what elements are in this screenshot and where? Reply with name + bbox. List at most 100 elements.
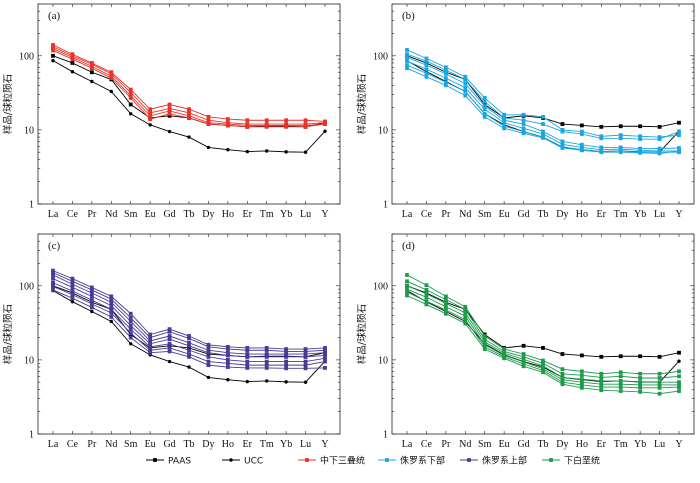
sample-series-point [245, 118, 250, 123]
sample-series-point [206, 354, 211, 359]
sample-series-point [148, 350, 153, 355]
panel-label: (a) [48, 10, 61, 22]
sample-series-point [424, 71, 429, 76]
sample-series-point [560, 380, 565, 385]
sample-series-point [109, 71, 114, 76]
sample-series-point [148, 107, 153, 112]
ucc-series-point [677, 359, 681, 363]
sample-series-point [463, 314, 468, 318]
y-tick-label: 1 [29, 430, 34, 441]
sample-series-point [70, 292, 75, 297]
sample-series-point [677, 133, 681, 138]
sample-series-point [638, 376, 643, 380]
sample-series-point [463, 93, 468, 98]
sample-series-point [677, 146, 681, 150]
sample-series-point [463, 311, 468, 315]
sample-series-point [128, 87, 133, 92]
sample-series-point [443, 308, 448, 312]
x-tick-label: Ce [421, 439, 433, 450]
sample-series-point [638, 371, 643, 376]
legend-label: UCC [244, 457, 263, 467]
chart-panel-a: (a) 1 10 100 La Ce Pr Nd Sm Eu Gd Tb Dy Ho Er Tm Yb Lu Y 样品… [2, 3, 341, 220]
sample-series-point [579, 382, 584, 387]
sample-series-point [560, 375, 565, 380]
plot-frame [391, 233, 695, 435]
y-tick-label: 10 [378, 125, 388, 136]
sample-series-point [167, 337, 172, 342]
sample-series-point [424, 56, 429, 61]
sample-series-point [245, 352, 250, 356]
sample-series-point [284, 124, 289, 129]
x-tick-label: Y [321, 209, 328, 220]
sample-series-point [638, 134, 643, 139]
sample-series-point [618, 382, 623, 387]
y-tick-label: 1 [383, 430, 388, 441]
sample-series-point [482, 111, 487, 116]
legend-label: 侏罗系下部 [400, 455, 445, 467]
sample-series-point [264, 363, 269, 368]
chart-panel-d: (d) 1 10 100 La Ce Pr Nd Sm Eu Gd Tb Dy Ho Er Tm Yb Lu Y 样品… [356, 233, 695, 450]
paas-series-point [89, 70, 94, 75]
y-tick-label: 100 [373, 281, 388, 292]
x-tick-label: Ce [421, 209, 433, 220]
sample-series-point [284, 363, 289, 368]
legend-label: 侏罗系上部 [482, 455, 527, 467]
sample-series-point [618, 133, 623, 138]
x-tick-label: Eu [145, 209, 156, 220]
sample-series-point [599, 385, 604, 389]
sample-series-point [599, 145, 604, 150]
sample-series-point [424, 288, 429, 292]
sample-series-point [579, 385, 584, 390]
sample-series-point [541, 132, 545, 136]
sample-series-point [638, 385, 643, 390]
sample-series-point [405, 55, 409, 60]
ucc-series-point [51, 58, 55, 63]
sample-series-point [109, 300, 114, 305]
sample-series-point [599, 136, 604, 141]
sample-series-point [541, 135, 545, 140]
sample-series-point [443, 83, 448, 88]
paas-series-point [541, 346, 545, 350]
x-tick-label: Er [597, 209, 607, 220]
sample-series-point [541, 122, 545, 126]
x-tick-label: Yb [280, 439, 292, 450]
x-tick-label: Er [243, 209, 253, 220]
sample-series-point [443, 80, 448, 85]
legend-marker [229, 458, 233, 462]
sample-series-point [245, 359, 250, 364]
chart-panel-c: (c) 1 10 100 La Ce Pr Nd Sm Eu Gd Tb Dy Ho Er Tm Yb Lu Y 样品… [2, 233, 341, 450]
sample-series-point [206, 344, 211, 349]
sample-series-point [70, 285, 75, 290]
x-tick-label: Eu [499, 439, 510, 450]
x-tick-label: Tb [537, 209, 548, 220]
sample-series-point [657, 135, 662, 139]
x-tick-label: Sm [124, 439, 138, 450]
sample-series-point [128, 323, 133, 328]
sample-series-point [541, 358, 545, 363]
sample-series-point [579, 148, 584, 153]
x-tick-label: La [48, 439, 59, 450]
sample-series-point [225, 350, 230, 355]
sample-series-point [482, 104, 487, 108]
chart-panel-b: (b) 1 10 100 La Ce Pr Nd Sm Eu Gd Tb Dy Ho Er Tm Yb Lu Y 样品… [356, 3, 695, 220]
sample-series-point [128, 93, 133, 98]
x-tick-label: Gd [517, 209, 529, 220]
sample-series-point [638, 382, 643, 387]
ucc-series-point [303, 150, 308, 154]
sample-series-point [443, 65, 448, 70]
paas-series-point [657, 354, 662, 359]
plot-frame [37, 233, 341, 435]
y-tick-label: 10 [378, 355, 388, 366]
sample-series-point [167, 102, 172, 107]
sample-series-point [128, 331, 133, 335]
sample-series-point [206, 348, 211, 353]
sample-series-point [502, 347, 507, 351]
sample-series-point [638, 137, 643, 142]
x-tick-label: Tm [260, 209, 274, 220]
y-tick-label: 10 [24, 355, 34, 366]
sample-series-point [579, 129, 584, 134]
sample-series-point [521, 354, 526, 359]
x-tick-label: La [48, 209, 59, 220]
x-tick-label: Nd [105, 439, 117, 450]
sample-series-point [541, 370, 545, 375]
